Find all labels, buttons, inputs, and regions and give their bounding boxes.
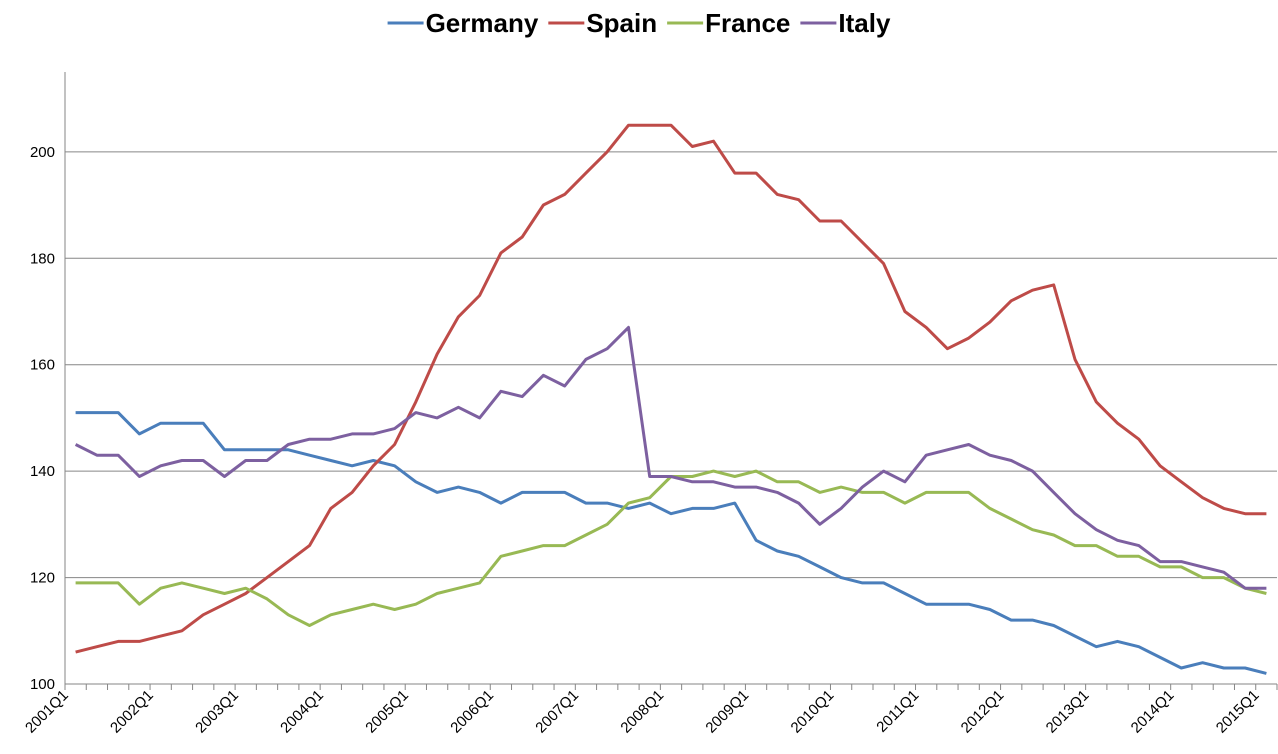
- x-tick-label: 2008Q1: [617, 687, 667, 737]
- legend-label: Italy: [838, 8, 891, 38]
- x-tick-label: 2012Q1: [958, 687, 1008, 737]
- y-tick-label: 140: [30, 463, 55, 480]
- x-tick-label: 2013Q1: [1043, 687, 1093, 737]
- legend-label: Germany: [426, 8, 539, 38]
- x-tick-label: 2015Q1: [1213, 687, 1263, 737]
- y-tick-label: 180: [30, 250, 55, 267]
- series-line: [75, 411, 1267, 675]
- x-tick-label: 2001Q1: [22, 687, 72, 737]
- x-tick-label: 2009Q1: [702, 687, 752, 737]
- y-tick-label: 120: [30, 570, 55, 587]
- x-tick-label: 2004Q1: [277, 687, 327, 737]
- x-tick-label: 2010Q1: [788, 687, 838, 737]
- x-tick-label: 2005Q1: [362, 687, 412, 737]
- legend-label: Spain: [586, 8, 657, 38]
- x-tick-label: 2014Q1: [1128, 687, 1178, 737]
- legend: Germany Spain France Italy: [387, 8, 891, 38]
- y-tick-label: 160: [30, 357, 55, 374]
- x-tick-label: 2003Q1: [192, 687, 242, 737]
- series-line: [74, 325, 1267, 590]
- series-line: [75, 469, 1267, 627]
- x-tick-label: 2006Q1: [447, 687, 497, 737]
- legend-label: France: [705, 8, 790, 38]
- y-tick-label: 100: [30, 676, 55, 693]
- x-tick-label: 2007Q1: [532, 687, 582, 737]
- x-tick-label: 2002Q1: [107, 687, 157, 737]
- x-tick-label: 2011Q1: [873, 687, 922, 736]
- y-tick-label: 200: [30, 144, 55, 161]
- series-line: [75, 123, 1267, 654]
